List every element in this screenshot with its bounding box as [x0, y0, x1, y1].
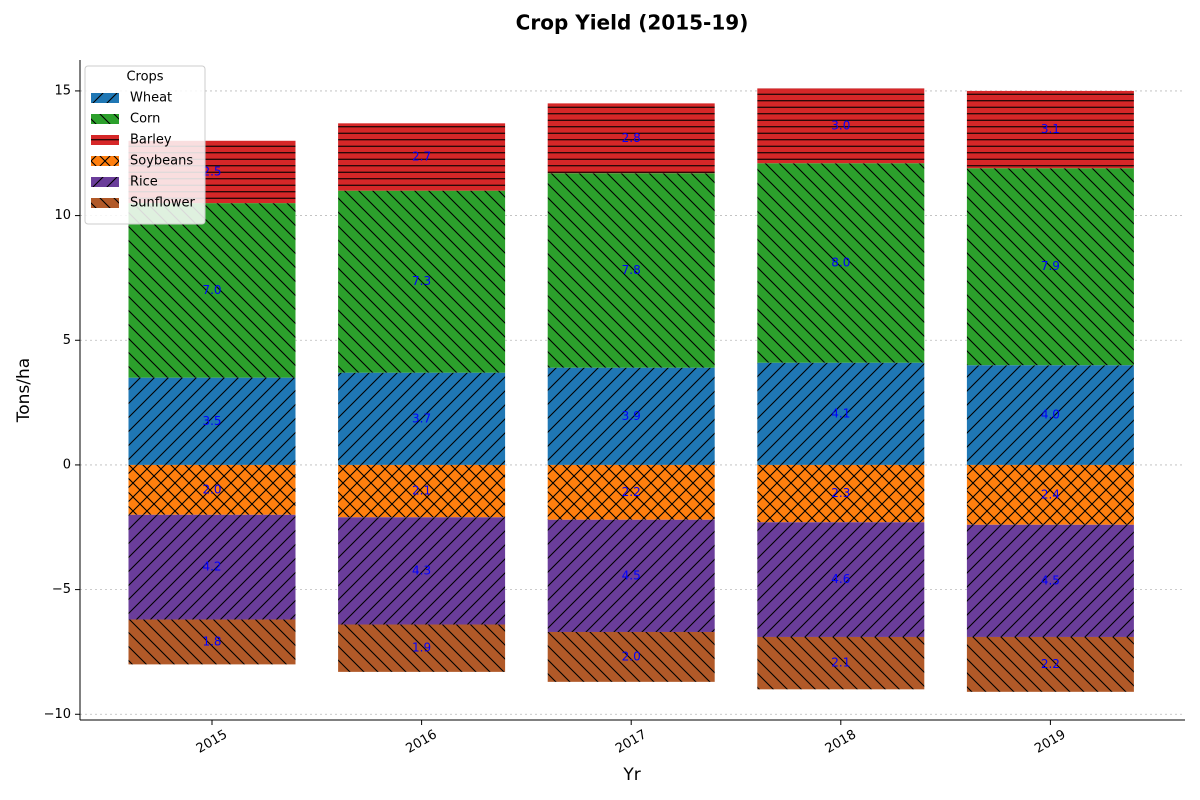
- legend-label: Barley: [130, 133, 172, 148]
- bar-segment: [128, 464, 296, 515]
- y-tick-label: −5: [52, 582, 71, 597]
- value-label: 2.4: [1041, 487, 1060, 501]
- legend-label: Rice: [130, 175, 158, 190]
- value-label: 1.8: [202, 634, 221, 648]
- value-label: 4.3: [412, 563, 431, 577]
- x-axis-label: Yr: [622, 765, 640, 785]
- legend-swatch: [91, 156, 119, 166]
- value-label: 4.6: [831, 572, 850, 586]
- bar-segment: [547, 367, 715, 465]
- bar-segment: [966, 464, 1134, 525]
- value-label: 2.3: [831, 486, 850, 500]
- y-tick-label: −10: [44, 707, 71, 722]
- bar-segment: [757, 362, 925, 465]
- bar-segment: [757, 88, 925, 164]
- value-label: 3.5: [202, 414, 221, 428]
- value-label: 7.0: [202, 283, 221, 297]
- bar-segment: [547, 103, 715, 174]
- x-tick-label: 2016: [404, 727, 440, 757]
- x-tick-label: 2018: [823, 727, 859, 757]
- y-axis-label: Tons/ha: [14, 358, 34, 423]
- chart-title: Crop Yield (2015-19): [516, 11, 749, 35]
- bar-segment: [547, 631, 715, 682]
- bar-segment: [338, 372, 506, 465]
- value-label: 2.1: [412, 484, 431, 498]
- value-label: 2.5: [202, 164, 221, 178]
- x-tick-label: 2019: [1032, 727, 1068, 757]
- value-label: 2.2: [622, 485, 641, 499]
- value-label: 4.2: [202, 560, 221, 574]
- value-label: 7.8: [622, 263, 641, 277]
- bar-segment: [338, 190, 506, 373]
- value-label: 1.9: [412, 641, 431, 655]
- value-label: 2.7: [412, 149, 431, 163]
- y-tick-label: 10: [54, 208, 71, 223]
- value-label: 4.5: [622, 568, 641, 582]
- legend-title: Crops: [126, 70, 163, 85]
- bar-segment: [757, 163, 925, 363]
- bar-segment: [966, 524, 1134, 637]
- legend-swatch: [91, 93, 119, 103]
- value-label: 2.0: [202, 482, 221, 496]
- y-tick-label: 15: [54, 83, 71, 98]
- legend-label: Sunflower: [130, 196, 196, 211]
- legend-swatch: [91, 177, 119, 187]
- legend-swatch: [91, 135, 119, 145]
- bar-segment: [547, 464, 715, 520]
- bar-segment: [966, 365, 1134, 465]
- y-tick-label: 0: [63, 457, 71, 472]
- bar-segment: [966, 90, 1134, 169]
- bar-segment: [547, 519, 715, 632]
- value-label: 7.9: [1041, 259, 1060, 273]
- bar-segment: [128, 203, 296, 378]
- bar-segment: [547, 173, 715, 368]
- value-label: 3.1: [1041, 122, 1060, 136]
- value-label: 3.0: [831, 118, 850, 132]
- bar-segment: [128, 619, 296, 665]
- legend-label: Corn: [130, 112, 160, 127]
- bar-segment: [338, 464, 506, 518]
- value-label: 4.5: [1041, 573, 1060, 587]
- y-tick-label: 5: [63, 333, 71, 348]
- bar-segment: [757, 636, 925, 690]
- bar-segment: [128, 377, 296, 465]
- bar-segment: [966, 636, 1134, 692]
- value-label: 8.0: [831, 255, 850, 269]
- x-tick-label: 2015: [194, 727, 230, 757]
- bar-segment: [128, 514, 296, 620]
- bar-segment: [338, 123, 506, 191]
- value-label: 7.3: [412, 274, 431, 288]
- value-label: 2.2: [1041, 657, 1060, 671]
- bar-segment: [966, 168, 1134, 366]
- bar-segment: [757, 464, 925, 523]
- bar-segment: [757, 522, 925, 637]
- value-label: 3.9: [622, 409, 641, 423]
- value-label: 2.1: [831, 656, 850, 670]
- legend-swatch: [91, 198, 119, 208]
- legend-swatch: [91, 114, 119, 124]
- x-tick-label: 2017: [613, 727, 649, 757]
- bar-segment: [338, 624, 506, 672]
- value-label: 3.7: [412, 411, 431, 425]
- value-label: 4.1: [831, 406, 850, 420]
- value-label: 4.0: [1041, 408, 1060, 422]
- value-label: 2.0: [622, 649, 641, 663]
- bar-segment: [338, 517, 506, 625]
- value-label: 2.8: [622, 131, 641, 145]
- legend-label: Soybeans: [130, 154, 193, 169]
- legend-label: Wheat: [130, 91, 172, 106]
